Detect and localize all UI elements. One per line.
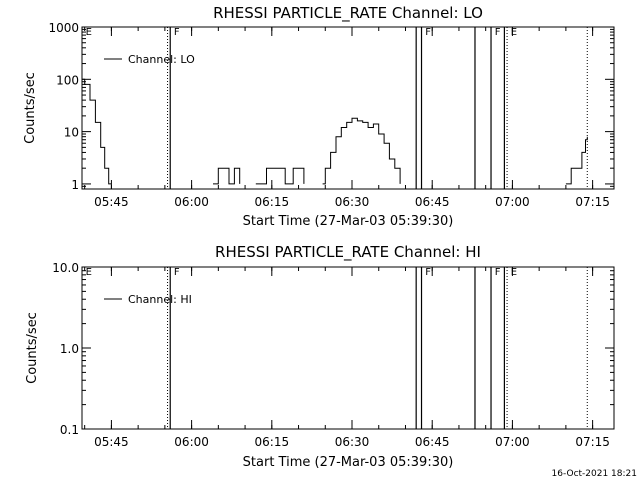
- x-tick-label: 06:15: [255, 195, 290, 209]
- y-tick-label: 0.1: [60, 423, 79, 437]
- panel-hi-title: RHESSI PARTICLE_RATE Channel: HI: [215, 243, 481, 262]
- event-marker-label: F: [174, 267, 180, 278]
- y-tick-label: 1000: [48, 21, 79, 35]
- panel-hi-plot-frame: [81, 266, 615, 430]
- x-tick-label: 06:00: [174, 195, 209, 209]
- event-marker-label: F: [174, 27, 180, 38]
- panel-lo-legend-label: Channel: LO: [128, 53, 195, 66]
- date-stamp: 16-Oct-2021 18:21: [552, 469, 637, 479]
- x-tick-label: 06:30: [335, 195, 370, 209]
- event-marker-label: F: [495, 267, 501, 278]
- x-tick-label: 06:00: [174, 435, 209, 449]
- x-tick-label: 05:45: [94, 435, 129, 449]
- y-tick-label: 1: [71, 178, 79, 192]
- event-marker-label: E: [511, 27, 517, 38]
- event-marker-label: E: [86, 267, 92, 278]
- x-tick-label: 07:00: [495, 195, 530, 209]
- panel-lo-ylabel: Counts/sec: [23, 72, 38, 144]
- y-tick-label: 10: [64, 126, 79, 140]
- x-tick-label: 06:15: [255, 435, 290, 449]
- panel-lo-plot-frame: [81, 26, 615, 190]
- x-tick-label: 06:45: [415, 195, 450, 209]
- x-tick-label: 05:45: [94, 195, 129, 209]
- panel-hi-xlabel: Start Time (27-Mar-03 05:39:30): [243, 455, 454, 470]
- x-tick-label: 07:15: [575, 435, 610, 449]
- event-marker-label: E: [511, 267, 517, 278]
- event-marker-label: F: [425, 27, 431, 38]
- y-tick-label: 10.0: [52, 261, 79, 275]
- x-tick-label: 07:00: [495, 435, 530, 449]
- event-marker-label: E: [86, 27, 92, 38]
- y-tick-label: 100: [56, 73, 79, 87]
- series-line-lo: [82, 78, 588, 185]
- panel-hi-legend-label: Channel: HI: [128, 293, 192, 306]
- x-tick-label: 07:15: [575, 195, 610, 209]
- panel-hi: RHESSI PARTICLE_RATE Channel: HI Start T…: [25, 243, 615, 470]
- x-tick-label: 06:30: [335, 435, 370, 449]
- event-marker-label: F: [495, 27, 501, 38]
- panel-lo-title: RHESSI PARTICLE_RATE Channel: LO: [213, 4, 483, 23]
- x-tick-label: 06:45: [415, 435, 450, 449]
- panel-lo-xlabel: Start Time (27-Mar-03 05:39:30): [243, 214, 454, 229]
- event-marker-label: F: [425, 267, 431, 278]
- panel-lo: RHESSI PARTICLE_RATE Channel: LO Start T…: [23, 4, 615, 229]
- panel-hi-ylabel: Counts/sec: [25, 312, 40, 384]
- y-tick-label: 1.0: [60, 342, 79, 356]
